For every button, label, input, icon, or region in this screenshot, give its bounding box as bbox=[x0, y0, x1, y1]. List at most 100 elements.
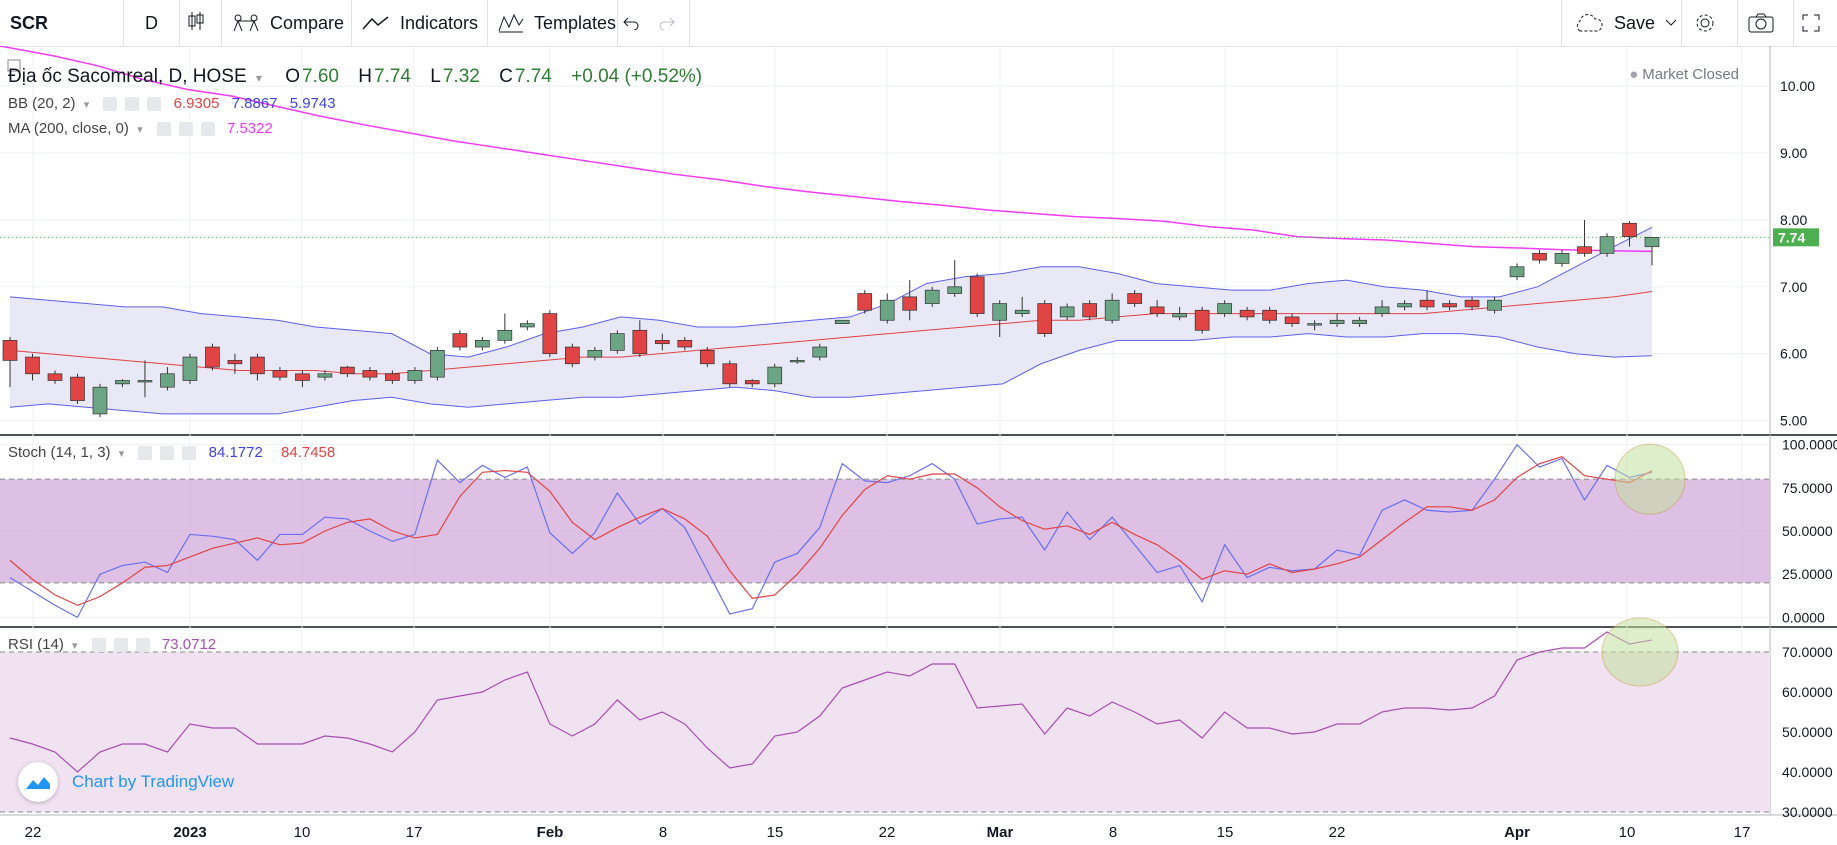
candle-up bbox=[1059, 306, 1075, 318]
rsi-tick-label: 70.0000 bbox=[1782, 644, 1833, 660]
tradingview-branding[interactable]: Chart by TradingView bbox=[18, 762, 234, 802]
candle-up bbox=[92, 386, 108, 415]
time-tick-label: 17 bbox=[406, 824, 423, 841]
candle-up bbox=[1644, 236, 1660, 248]
candle-down bbox=[1149, 306, 1165, 314]
open-label: O bbox=[285, 66, 301, 87]
rsi-visibility-icon[interactable] bbox=[91, 638, 106, 653]
chart-area[interactable]: 22 2023 10 17 Feb 8 15 22 Mar 8 15 22 Apr 10 17 5.00 6.0… bbox=[0, 46, 1837, 845]
candle-down bbox=[1127, 293, 1142, 304]
symbol-title: Địa ốc Sacomreal, D, HOSE bbox=[8, 66, 247, 87]
chart-type-button[interactable] bbox=[180, 0, 222, 46]
snapshot-button[interactable] bbox=[1737, 0, 1793, 46]
candle-up bbox=[834, 319, 850, 324]
time-tick-label: 2023 bbox=[173, 824, 206, 841]
candle-up bbox=[1509, 266, 1525, 278]
rsi-legend[interactable]: RSI (14) ▾ 73.0712 bbox=[8, 636, 224, 653]
ma-settings-icon[interactable] bbox=[178, 122, 193, 137]
redo-button[interactable] bbox=[654, 0, 690, 46]
fullscreen-icon bbox=[1802, 14, 1830, 32]
stoch-close-icon[interactable] bbox=[182, 446, 197, 461]
time-tick-label: 22 bbox=[25, 824, 42, 841]
templates-button[interactable]: Templates bbox=[488, 0, 618, 46]
time-tick-label: 22 bbox=[879, 824, 896, 841]
price-tick-label: 5.00 bbox=[1780, 413, 1807, 429]
time-tick-label: Apr bbox=[1504, 824, 1530, 841]
rsi-close-icon[interactable] bbox=[135, 638, 150, 653]
stoch-visibility-icon[interactable] bbox=[138, 446, 153, 461]
candle-down bbox=[70, 376, 85, 401]
time-tick-label: 8 bbox=[659, 824, 667, 841]
stoch-settings-icon[interactable] bbox=[160, 446, 175, 461]
save-label: Save bbox=[1614, 12, 1656, 33]
fullscreen-button[interactable] bbox=[1793, 0, 1837, 46]
indicators-label: Indicators bbox=[400, 12, 479, 33]
time-tick-label: 10 bbox=[1619, 824, 1636, 841]
settings-button[interactable] bbox=[1681, 0, 1737, 46]
close-label: C bbox=[499, 66, 513, 87]
ma-legend[interactable]: MA (200, close, 0) ▾ 7.5322 bbox=[8, 120, 281, 137]
interval-button[interactable]: D bbox=[124, 0, 180, 46]
gear-icon bbox=[1694, 12, 1726, 34]
compare-button[interactable]: Compare bbox=[222, 0, 352, 46]
ma-visibility-icon[interactable] bbox=[156, 122, 171, 137]
candle-down bbox=[295, 373, 310, 381]
rsi-tick-label: 40.0000 bbox=[1782, 764, 1833, 780]
undo-button[interactable] bbox=[618, 0, 654, 46]
candle-down bbox=[1464, 299, 1480, 308]
ma-value: 7.5322 bbox=[226, 120, 273, 137]
rsi-tick-label: 50.0000 bbox=[1782, 724, 1833, 740]
legend-caret-icon: ▾ bbox=[83, 99, 90, 111]
candle-down bbox=[1532, 253, 1547, 261]
bb-settings-icon[interactable] bbox=[125, 97, 140, 112]
save-button[interactable]: Save bbox=[1561, 0, 1681, 46]
time-tick-label: 10 bbox=[294, 824, 311, 841]
time-tick-label: 15 bbox=[767, 824, 784, 841]
time-tick-label: 15 bbox=[1217, 824, 1234, 841]
candle-up bbox=[407, 370, 423, 381]
redo-icon bbox=[658, 16, 686, 30]
candle-up bbox=[1329, 319, 1345, 324]
candle-down bbox=[362, 370, 378, 378]
candle-up bbox=[137, 380, 153, 383]
ma-close-icon[interactable] bbox=[200, 122, 215, 137]
time-tick-label: Feb bbox=[537, 824, 564, 841]
candle-up bbox=[992, 303, 1008, 321]
candle-up bbox=[1352, 319, 1367, 324]
stoch-tick-label: 75.0000 bbox=[1782, 480, 1833, 496]
rsi-tick-label: 60.0000 bbox=[1782, 684, 1833, 700]
market-status-label: Market Closed bbox=[1642, 66, 1739, 83]
candle-down bbox=[677, 339, 693, 348]
price-tick-label: 10.00 bbox=[1780, 78, 1815, 94]
cloud-icon bbox=[1572, 13, 1614, 33]
toolbar-right-group: Save bbox=[1561, 0, 1837, 46]
candle-up bbox=[1307, 323, 1322, 326]
candle-down bbox=[25, 356, 40, 375]
undo-icon bbox=[622, 16, 650, 30]
candle-down bbox=[654, 339, 670, 345]
candle-up bbox=[1172, 313, 1187, 318]
candle-down bbox=[632, 329, 648, 355]
stoch-tick-label: 25.0000 bbox=[1782, 566, 1833, 582]
rsi-band bbox=[0, 652, 1770, 812]
candle-up bbox=[1217, 303, 1232, 314]
candle-down bbox=[47, 373, 63, 381]
bb-legend[interactable]: BB (20, 2) ▾ 6.9305 7.8867 5.9743 bbox=[8, 95, 344, 112]
candles-icon bbox=[186, 10, 216, 37]
candle-down bbox=[385, 373, 400, 381]
stoch-legend[interactable]: Stoch (14, 1, 3) ▾ 84.1772 84.7458 bbox=[8, 444, 343, 461]
low-value: 7.32 bbox=[442, 66, 480, 87]
symbol-search-button[interactable]: SCR bbox=[0, 0, 124, 46]
last-price-badge bbox=[1773, 228, 1819, 247]
bb-lower-line bbox=[9, 333, 1653, 415]
rsi-settings-icon[interactable] bbox=[113, 638, 128, 653]
legend-caret-icon: ▾ bbox=[137, 124, 143, 136]
time-tick-label: 22 bbox=[1329, 824, 1346, 841]
candle-up bbox=[1487, 299, 1502, 311]
bb-close-icon[interactable] bbox=[147, 97, 162, 112]
rsi-line bbox=[9, 631, 1653, 773]
rsi-value: 73.0712 bbox=[161, 636, 217, 653]
bb-visibility-icon[interactable] bbox=[103, 97, 118, 112]
legend-caret-icon: ▾ bbox=[118, 448, 125, 460]
indicators-button[interactable]: Indicators bbox=[352, 0, 488, 46]
